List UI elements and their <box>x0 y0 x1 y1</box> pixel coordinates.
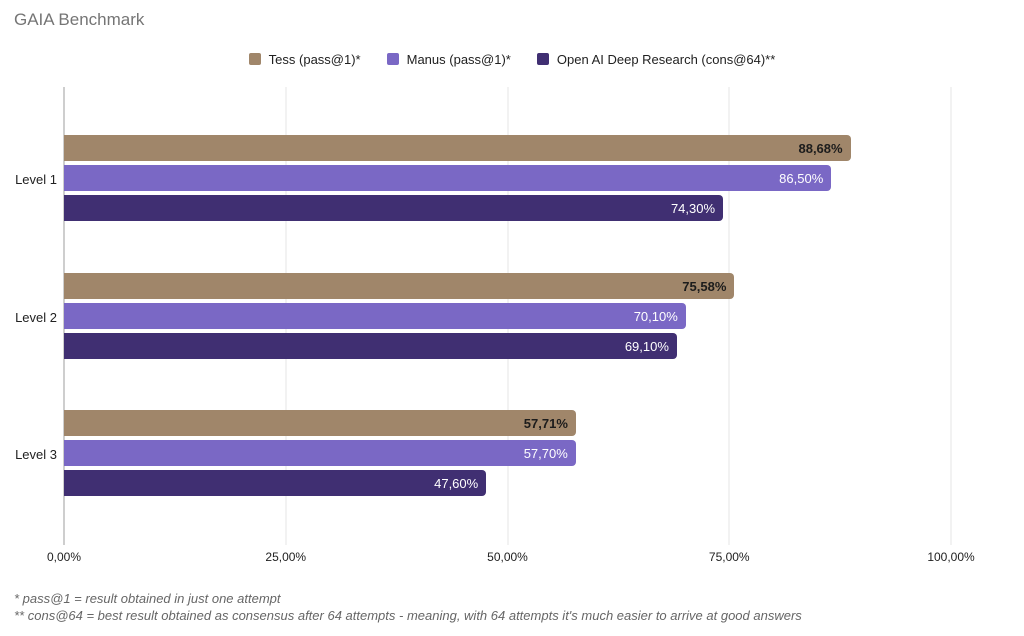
bar-level2-manus: 70,10% <box>64 303 686 329</box>
legend-item-manus: Manus (pass@1)* <box>386 51 511 67</box>
bar-level2-openai: 69,10% <box>64 333 677 359</box>
bar-value-label: 69,10% <box>624 338 669 354</box>
bar-level2-tess: 75,58% <box>64 273 735 299</box>
legend-swatch-tess <box>248 53 261 65</box>
legend-swatch-manus <box>386 53 399 65</box>
bar-level3-openai: 47,60% <box>64 470 487 496</box>
x-tick-label-25: 25,00% <box>265 550 307 564</box>
legend: Tess (pass@1)* Manus (pass@1)* Open AI D… <box>0 50 1024 68</box>
chart-title: GAIA Benchmark <box>14 10 145 29</box>
x-tick-label-75: 75,00% <box>708 550 750 564</box>
gridline-100 <box>950 87 952 545</box>
bar-value-label: 75,58% <box>682 278 727 294</box>
x-tick-label-50: 50,00% <box>487 550 528 564</box>
plot-area: Level 1 Level 2 Level 3 88,68% 86,50% 74… <box>15 87 975 564</box>
bar-value-label: 88,68% <box>798 140 843 156</box>
footnotes: * pass@1 = result obtained in just one a… <box>14 590 802 624</box>
footnote-cons64: ** cons@64 = best result obtained as con… <box>14 608 802 623</box>
bar-level3-manus: 57,70% <box>64 440 576 466</box>
legend-label-openai: Open AI Deep Research (cons@64)** <box>556 51 776 67</box>
x-tick-label-0: 0,00% <box>46 550 82 564</box>
category-label-level-2: Level 2 <box>15 310 57 325</box>
x-tick-label-100: 100,00% <box>927 550 975 564</box>
bar-level1-tess: 88,68% <box>64 135 851 161</box>
bar-value-label: 57,70% <box>523 445 568 461</box>
legend-label-manus: Manus (pass@1)* <box>406 51 511 67</box>
bar-level1-manus: 86,50% <box>64 165 832 191</box>
bar-value-label: 47,60% <box>434 475 479 491</box>
legend-item-openai: Open AI Deep Research (cons@64)** <box>536 51 776 67</box>
gridline-75 <box>728 87 730 545</box>
legend-swatch-openai <box>536 53 549 65</box>
bar-value-label: 74,30% <box>670 200 716 216</box>
bar-level1-openai: 74,30% <box>64 195 724 221</box>
legend-label-tess: Tess (pass@1)* <box>268 51 361 67</box>
category-label-level-3: Level 3 <box>15 447 57 462</box>
category-label-level-1: Level 1 <box>15 172 57 187</box>
bar-group-level-3: 57,71% 57,70% 47,60% <box>64 410 951 496</box>
bar-value-label: 70,10% <box>633 308 678 324</box>
legend-item-tess: Tess (pass@1)* <box>248 51 361 67</box>
bar-level3-tess: 57,71% <box>64 410 576 436</box>
footnote-pass1: * pass@1 = result obtained in just one a… <box>14 591 281 606</box>
bar-group-level-2: 75,58% 70,10% 69,10% <box>64 273 951 359</box>
bar-value-label: 86,50% <box>779 170 824 186</box>
bar-group-level-1: 88,68% 86,50% 74,30% <box>64 135 951 221</box>
bar-value-label: 57,71% <box>523 415 568 431</box>
